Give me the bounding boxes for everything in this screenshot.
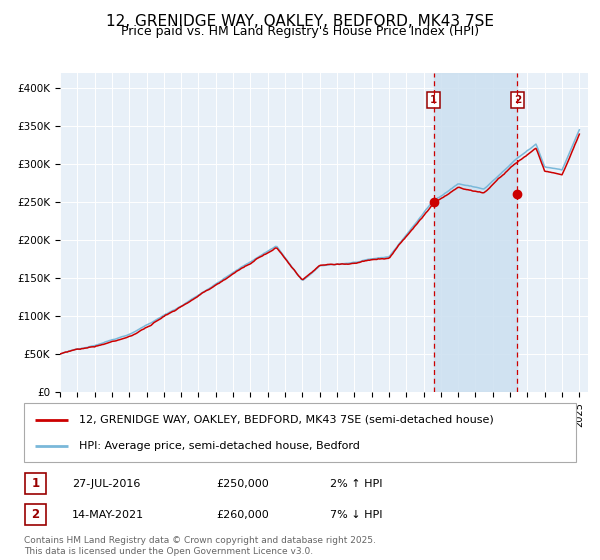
Text: 7% ↓ HPI: 7% ↓ HPI bbox=[330, 510, 383, 520]
Text: Contains HM Land Registry data © Crown copyright and database right 2025.
This d: Contains HM Land Registry data © Crown c… bbox=[24, 536, 376, 556]
Bar bbox=[434, 73, 517, 392]
Text: £250,000: £250,000 bbox=[216, 479, 269, 489]
Text: Price paid vs. HM Land Registry's House Price Index (HPI): Price paid vs. HM Land Registry's House … bbox=[121, 25, 479, 38]
Text: 2% ↑ HPI: 2% ↑ HPI bbox=[330, 479, 383, 489]
FancyBboxPatch shape bbox=[25, 473, 46, 494]
Text: 27-JUL-2016: 27-JUL-2016 bbox=[72, 479, 140, 489]
Text: £260,000: £260,000 bbox=[216, 510, 269, 520]
Text: 2: 2 bbox=[31, 508, 40, 521]
Text: HPI: Average price, semi-detached house, Bedford: HPI: Average price, semi-detached house,… bbox=[79, 441, 360, 451]
Text: 2: 2 bbox=[514, 95, 521, 105]
FancyBboxPatch shape bbox=[25, 504, 46, 525]
Text: 12, GRENIDGE WAY, OAKLEY, BEDFORD, MK43 7SE: 12, GRENIDGE WAY, OAKLEY, BEDFORD, MK43 … bbox=[106, 14, 494, 29]
Text: 1: 1 bbox=[430, 95, 437, 105]
Text: 12, GRENIDGE WAY, OAKLEY, BEDFORD, MK43 7SE (semi-detached house): 12, GRENIDGE WAY, OAKLEY, BEDFORD, MK43 … bbox=[79, 414, 494, 424]
Text: 1: 1 bbox=[31, 477, 40, 491]
FancyBboxPatch shape bbox=[24, 403, 576, 462]
Text: 14-MAY-2021: 14-MAY-2021 bbox=[72, 510, 144, 520]
